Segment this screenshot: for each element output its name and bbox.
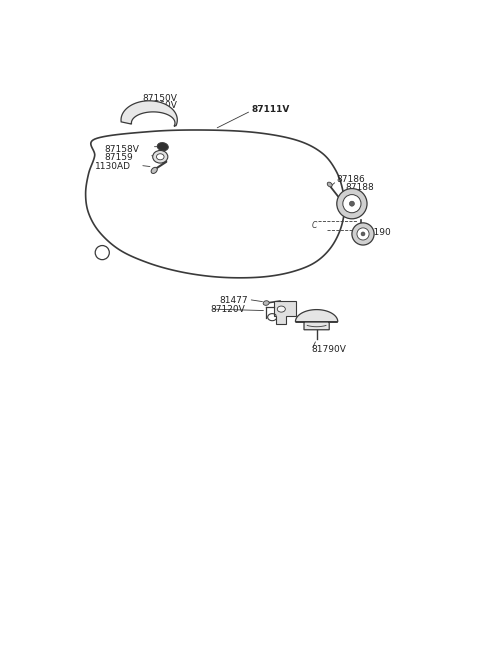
Ellipse shape <box>156 154 164 160</box>
Circle shape <box>349 201 354 206</box>
Text: 87190: 87190 <box>362 228 391 237</box>
Text: 87160V: 87160V <box>143 102 178 110</box>
Ellipse shape <box>153 151 168 163</box>
Text: 87120V: 87120V <box>211 305 245 314</box>
Ellipse shape <box>151 167 157 174</box>
Text: 87150V: 87150V <box>143 94 178 103</box>
Polygon shape <box>274 301 297 324</box>
Text: 87186: 87186 <box>337 175 366 184</box>
Text: 81477: 81477 <box>220 296 248 305</box>
Ellipse shape <box>327 182 332 187</box>
Text: 87159: 87159 <box>105 153 133 162</box>
Text: 87158V: 87158V <box>105 145 140 154</box>
Text: 1130AD: 1130AD <box>95 162 131 171</box>
Circle shape <box>343 195 361 213</box>
Text: C: C <box>312 221 317 230</box>
Text: 81790V: 81790V <box>312 345 347 354</box>
Circle shape <box>352 223 374 245</box>
Ellipse shape <box>277 306 285 312</box>
Polygon shape <box>295 310 338 329</box>
Circle shape <box>357 228 369 240</box>
Text: 87111V: 87111V <box>251 105 289 115</box>
Circle shape <box>337 189 367 219</box>
Ellipse shape <box>263 301 269 305</box>
Text: 87188: 87188 <box>346 183 374 192</box>
Polygon shape <box>121 101 177 126</box>
Ellipse shape <box>157 143 168 151</box>
Circle shape <box>361 232 365 236</box>
